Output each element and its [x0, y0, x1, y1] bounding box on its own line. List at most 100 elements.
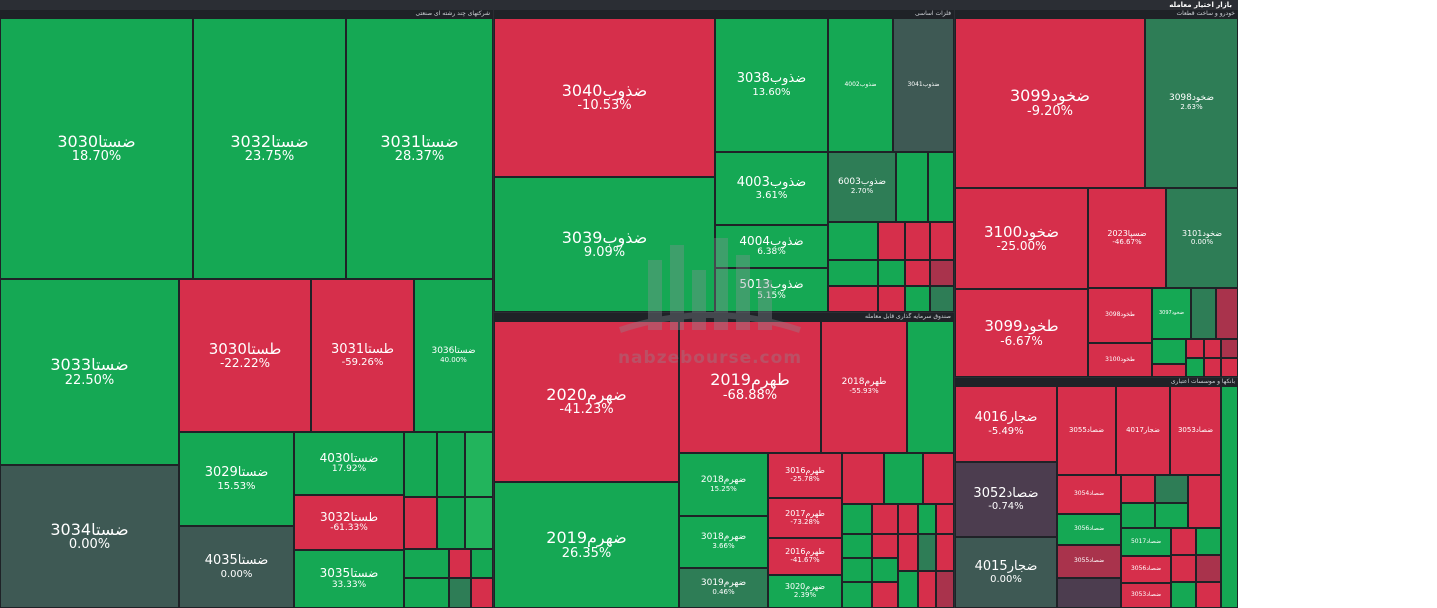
stock-tile[interactable]: طهرم2018 -55.93%	[821, 321, 907, 453]
stock-tile[interactable]: ضصاد3054	[1057, 475, 1121, 514]
small-tile[interactable]	[1186, 339, 1204, 358]
small-tile[interactable]	[930, 222, 954, 260]
small-tile[interactable]	[842, 504, 872, 534]
small-tile[interactable]	[878, 260, 905, 286]
stock-tile[interactable]: طستا3032 -61.33%	[294, 495, 404, 550]
stock-tile[interactable]: ضذوب3041	[893, 18, 954, 152]
small-tile[interactable]	[905, 286, 930, 312]
stock-tile[interactable]: ضذوب4004 6.38%	[715, 225, 828, 268]
small-tile[interactable]	[1216, 288, 1238, 339]
stock-tile[interactable]: ضذوب6003 2.70%	[828, 152, 896, 222]
stock-tile[interactable]: ضجار4017	[1116, 386, 1170, 475]
small-tile[interactable]	[404, 578, 449, 608]
stock-tile[interactable]: ضستا3036 40.00%	[414, 279, 493, 432]
small-tile[interactable]	[1188, 475, 1221, 528]
small-tile[interactable]	[404, 549, 449, 578]
small-tile[interactable]	[1221, 339, 1238, 358]
small-tile[interactable]	[449, 578, 471, 608]
stock-tile[interactable]: طخود3100	[1088, 343, 1152, 377]
small-tile[interactable]	[884, 453, 923, 504]
stock-tile[interactable]: ضصاد3056	[1121, 556, 1171, 583]
stock-tile[interactable]: ضخود3098 2.63%	[1145, 18, 1238, 188]
small-tile[interactable]	[1204, 339, 1221, 358]
small-tile[interactable]	[465, 432, 493, 497]
stock-tile[interactable]: ضستا3035 33.33%	[294, 550, 404, 608]
small-tile[interactable]	[1171, 528, 1196, 555]
small-tile[interactable]	[878, 286, 905, 312]
small-tile[interactable]	[449, 549, 471, 578]
small-tile[interactable]	[898, 504, 918, 534]
stock-tile[interactable]: ضستا3034 0.00%	[0, 465, 179, 608]
small-tile[interactable]	[907, 321, 954, 453]
small-tile[interactable]	[918, 571, 936, 608]
stock-tile[interactable]: طهرم3016 -25.78%	[768, 453, 842, 498]
small-tile[interactable]	[437, 497, 465, 549]
stock-tile[interactable]: ضستا4030 17.92%	[294, 432, 404, 495]
small-tile[interactable]	[471, 578, 493, 608]
small-tile[interactable]	[878, 222, 905, 260]
small-tile[interactable]	[465, 497, 493, 549]
stock-tile[interactable]: ضستا3032 23.75%	[193, 18, 346, 279]
small-tile[interactable]	[828, 286, 878, 312]
stock-tile[interactable]: طستا3031 -59.26%	[311, 279, 414, 432]
small-tile[interactable]	[936, 504, 954, 534]
stock-tile[interactable]: ضصاد3055	[1057, 386, 1116, 475]
stock-tile[interactable]: ضجار4016 -5.49%	[955, 386, 1057, 462]
small-tile[interactable]	[898, 571, 918, 608]
stock-tile[interactable]: ضهرم3018 3.66%	[679, 516, 768, 568]
small-tile[interactable]	[1221, 358, 1238, 377]
stock-tile[interactable]: ضهرم2019 26.35%	[494, 482, 679, 608]
stock-tile[interactable]: ضذوب5013 5.15%	[715, 268, 828, 312]
stock-tile[interactable]: طهرم2016 -41.67%	[768, 538, 842, 575]
small-tile[interactable]	[1121, 503, 1155, 528]
small-tile[interactable]	[1057, 578, 1121, 608]
small-tile[interactable]	[828, 222, 878, 260]
small-tile[interactable]	[1171, 555, 1196, 582]
stock-tile[interactable]: ضسپا2023 -46.67%	[1088, 188, 1166, 288]
small-tile[interactable]	[898, 534, 918, 571]
small-tile[interactable]	[1191, 288, 1216, 339]
small-tile[interactable]	[1196, 555, 1221, 582]
stock-tile[interactable]: ضذوب3038 13.60%	[715, 18, 828, 152]
stock-tile[interactable]: طستا3030 -22.22%	[179, 279, 311, 432]
stock-tile[interactable]: ضصاد3056	[1057, 514, 1121, 545]
small-tile[interactable]	[918, 504, 936, 534]
stock-tile[interactable]: طهرم2017 -73.28%	[768, 498, 842, 538]
stock-tile[interactable]: ضصاد3053	[1121, 583, 1171, 608]
small-tile[interactable]	[872, 582, 898, 608]
stock-tile[interactable]: طهرم2019 -68.88%	[679, 321, 821, 453]
small-tile[interactable]	[1155, 475, 1188, 503]
small-tile[interactable]	[905, 222, 930, 260]
stock-tile[interactable]: ضخود3097	[1152, 288, 1191, 339]
small-tile[interactable]	[872, 504, 898, 534]
stock-tile[interactable]: ضهرم3020 2.39%	[768, 575, 842, 608]
small-tile[interactable]	[1171, 582, 1196, 608]
small-tile[interactable]	[842, 534, 872, 558]
small-tile[interactable]	[1186, 358, 1204, 377]
stock-tile[interactable]: ضجار4015 0.00%	[955, 537, 1057, 608]
small-tile[interactable]	[936, 534, 954, 571]
small-tile[interactable]	[936, 571, 954, 608]
stock-tile[interactable]: ضصاد3053	[1170, 386, 1221, 475]
small-tile[interactable]	[1152, 339, 1186, 364]
stock-tile[interactable]: ضستا3030 18.70%	[0, 18, 193, 279]
small-tile[interactable]	[1155, 503, 1188, 528]
stock-tile[interactable]: ضخود3101 0.00%	[1166, 188, 1238, 288]
stock-tile[interactable]: ضصاد3052 -0.74%	[955, 462, 1057, 537]
small-tile[interactable]	[828, 260, 878, 286]
stock-tile[interactable]: ضستا4035 0.00%	[179, 526, 294, 608]
small-tile[interactable]	[930, 260, 954, 286]
stock-tile[interactable]: ضخود3099 -9.20%	[955, 18, 1145, 188]
stock-tile[interactable]: ضستا3033 22.50%	[0, 279, 179, 465]
small-tile[interactable]	[896, 152, 928, 222]
small-tile[interactable]	[905, 260, 930, 286]
stock-tile[interactable]: ضهرم2018 15.25%	[679, 453, 768, 516]
stock-tile[interactable]: طخود3098	[1088, 288, 1152, 343]
stock-tile[interactable]: ضذوب3039 9.09%	[494, 177, 715, 312]
stock-tile[interactable]: ضذوب4003 3.61%	[715, 152, 828, 225]
stock-tile[interactable]: ضهرم2020 -41.23%	[494, 321, 679, 482]
small-tile[interactable]	[404, 497, 437, 549]
small-tile[interactable]	[1121, 475, 1155, 503]
small-tile[interactable]	[1204, 358, 1221, 377]
small-tile[interactable]	[471, 549, 493, 578]
